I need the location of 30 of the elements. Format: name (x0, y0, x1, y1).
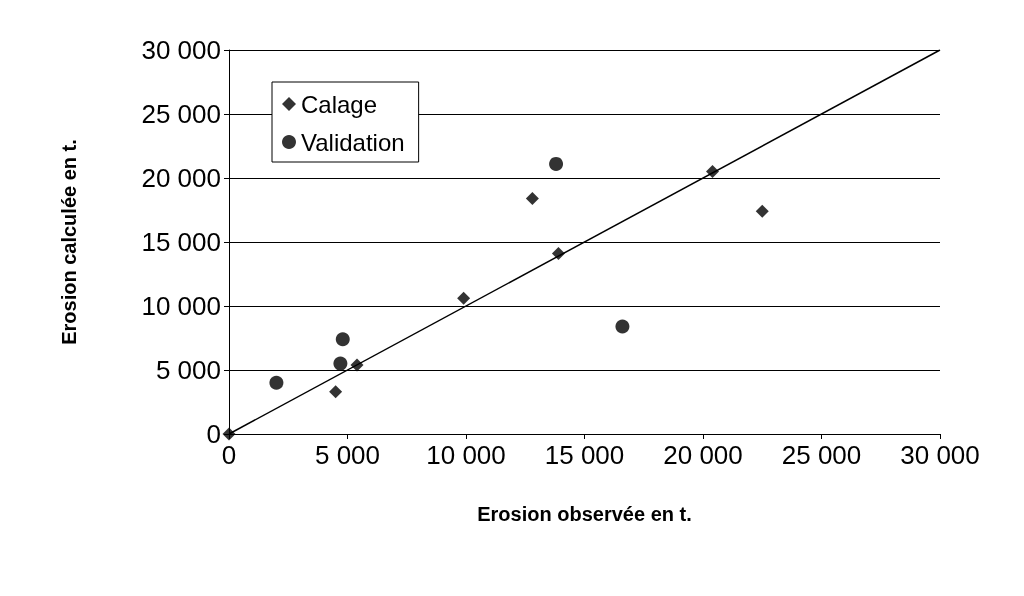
point (525, 191, 539, 205)
point (329, 385, 343, 399)
x-axis-title: Erosion observée en t. (477, 503, 692, 525)
x-tick-label: 5 000 (314, 440, 381, 470)
point (549, 156, 564, 171)
point (615, 319, 630, 334)
point (335, 332, 350, 347)
point (350, 358, 364, 372)
x-tick-label: 20 000 (663, 440, 743, 470)
point (705, 165, 719, 179)
legend-label: Calage (301, 90, 378, 118)
y-tick-label: 30 000 (141, 35, 221, 65)
point (457, 291, 471, 305)
x-tick-label: 10 000 (426, 440, 506, 470)
y-tick-label: 15 000 (141, 227, 221, 257)
y-tick-label: 5 000 (155, 355, 221, 385)
point (222, 427, 236, 441)
x-tick-label: 25 000 (781, 440, 862, 470)
point (755, 204, 769, 218)
y-axis-title: Erosion calculée en t. (58, 139, 80, 345)
legend-label: Validation (301, 128, 405, 156)
y-tick-label: 20 000 (141, 163, 221, 193)
point (551, 247, 565, 261)
x-tick-label: 15 000 (544, 440, 625, 470)
y-tick-label: 0 (206, 419, 221, 449)
point (269, 375, 284, 390)
x-tick-label: 30 000 (900, 440, 980, 470)
y-tick-label: 10 000 (141, 291, 221, 321)
y-tick-label: 25 000 (141, 99, 221, 129)
point (333, 356, 348, 371)
